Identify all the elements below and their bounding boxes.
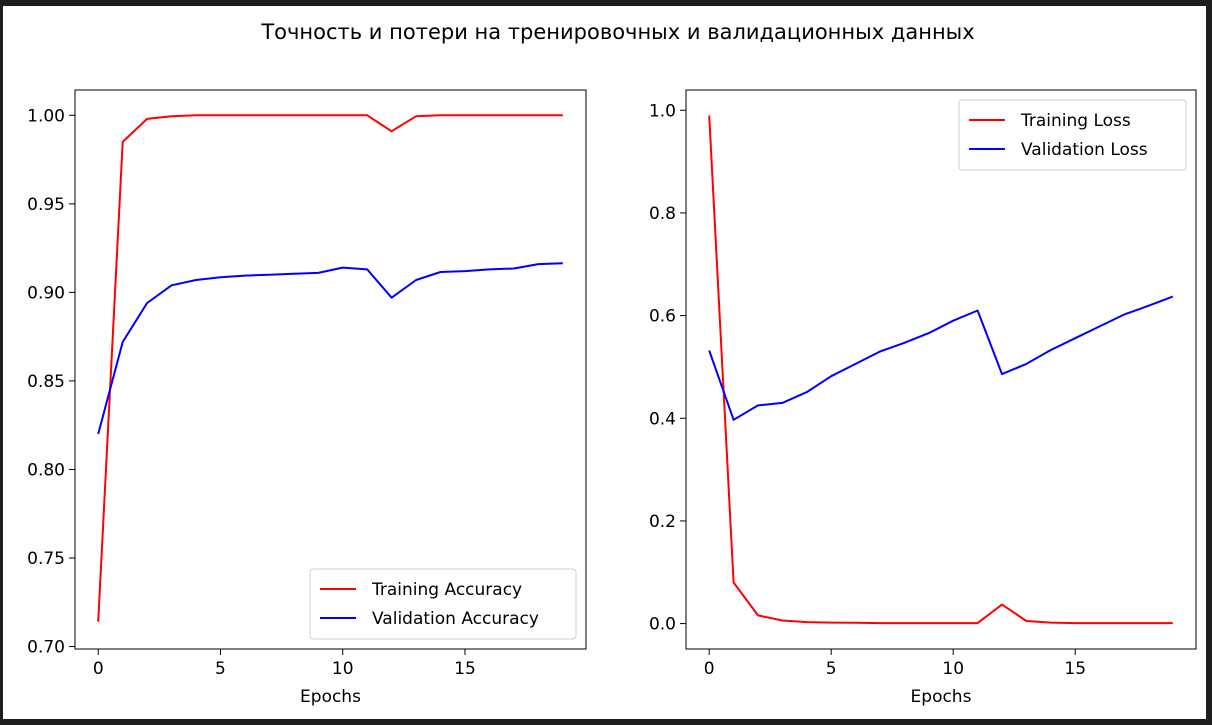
chart-1-y-tick-label: 1.00 [27,106,65,126]
figure-suptitle: Точность и потери на тренировочных и вал… [260,20,974,44]
chart-2-legend-label: Validation Loss [1021,140,1148,160]
chart-2-y-tick-label: 1.0 [649,101,676,121]
chart-1-y-tick-label: 0.70 [27,638,65,658]
figure-canvas: Точность и потери на тренировочных и вал… [3,6,1206,719]
chart-2-x-tick-label: 0 [704,659,715,679]
chart-2-legend-label: Training Loss [1020,111,1131,131]
chart-2-axes-frame [685,89,1197,650]
chart-1-y-tick-label: 0.85 [27,372,65,392]
chart-1-x-axis-label: Epochs [300,687,361,707]
chart-1: 0 5 10 15 0.70 0.75 0.80 0.85 0.90 0.95 1.00 Epochs… [27,89,587,707]
chart-2-x-axis-label: Epochs [911,687,972,707]
chart-1-series-training-accuracy [97,114,563,622]
chart-2-x-tick-label: 5 [826,659,837,679]
chart-1-legend: Training Accuracy Validation Accuracy [309,568,577,640]
chart-1-series-validation-accuracy [97,262,563,435]
chart-1-legend-box [309,568,577,640]
chart-2-legend-box [958,99,1187,171]
chart-1-y-tick-label: 0.80 [27,460,65,480]
chart-1-y-tick-label: 0.75 [27,549,65,569]
chart-2-y-tick-label: 0.8 [649,204,676,224]
chart-1-y-tick-label: 0.90 [27,283,65,303]
chart-1-y-tick-label: 0.95 [27,195,65,215]
chart-1-legend-label: Training Accuracy [371,580,522,600]
chart-2-legend: Training Loss Validation Loss [958,99,1187,171]
chart-2-series-training-loss [708,115,1173,625]
chart-1-axes-frame [74,89,587,650]
chart-2-y-tick-label: 0.4 [649,409,676,429]
chart-1-x-tick-label: 0 [93,659,104,679]
chart-2-series-validation-loss [708,295,1174,421]
chart-2: 0 5 10 15 0.0 0.2 0.4 0.6 0.8 1.0 Epochs Training L… [649,89,1197,707]
chart-1-x-tick-label: 10 [332,659,354,679]
chart-1-x-tick-label: 5 [215,659,226,679]
chart-2-y-tick-label: 0.6 [649,307,676,327]
chart-2-x-tick-label: 10 [942,659,964,679]
chart-2-y-tick-label: 0.0 [649,615,676,635]
figure-svg: Точность и потери на тренировочных и вал… [27,20,1197,707]
chart-2-y-tick-label: 0.2 [649,512,676,532]
chart-1-legend-label: Validation Accuracy [372,609,539,629]
chart-1-x-tick-label: 15 [454,659,476,679]
chart-2-x-tick-label: 15 [1064,659,1086,679]
